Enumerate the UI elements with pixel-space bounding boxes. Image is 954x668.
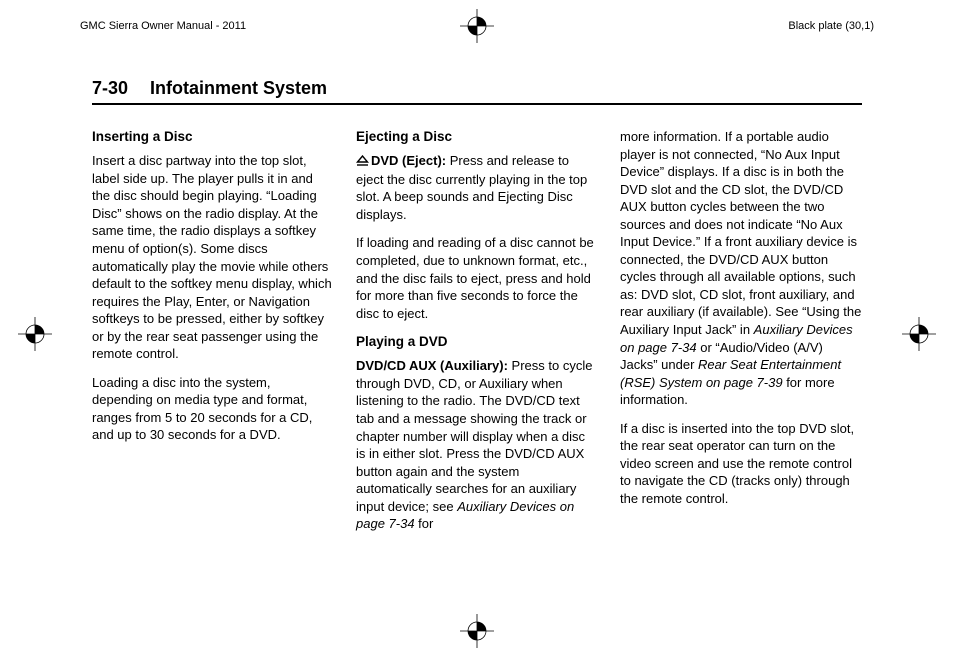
text-more-info-a: more information. If a portable audio pl… xyxy=(620,129,861,337)
page-number: 7-30 xyxy=(92,78,128,98)
para-loading-time: Loading a disc into the system, dependin… xyxy=(92,374,334,444)
plate-info: Black plate (30,1) xyxy=(788,20,874,32)
registration-mark-right xyxy=(902,317,936,351)
eject-icon xyxy=(356,153,369,171)
column-1: Inserting a Disc Insert a disc partway i… xyxy=(92,128,334,533)
runin-dvd-cd-aux: DVD/CD AUX (Auxiliary): xyxy=(356,358,508,373)
para-insert-disc: Insert a disc partway into the top slot,… xyxy=(92,152,334,363)
section-header: 7-30 Infotainment System xyxy=(92,78,862,105)
heading-playing-dvd: Playing a DVD xyxy=(356,333,598,351)
para-force-eject: If loading and reading of a disc cannot … xyxy=(356,234,598,322)
para-more-info: more information. If a portable audio pl… xyxy=(620,128,862,409)
para-top-dvd-slot: If a disc is inserted into the top DVD s… xyxy=(620,420,862,508)
manual-title: GMC Sierra Owner Manual - 2011 xyxy=(80,20,246,32)
column-2: Ejecting a Disc DVD (Eject): Press and r… xyxy=(356,128,598,533)
section-title: Infotainment System xyxy=(150,78,327,98)
column-3: more information. If a portable audio pl… xyxy=(620,128,862,533)
registration-mark-bottom xyxy=(460,614,494,648)
registration-mark-left xyxy=(18,317,52,351)
runin-dvd-eject: DVD (Eject): xyxy=(371,153,446,168)
heading-inserting-disc: Inserting a Disc xyxy=(92,128,334,146)
text-dvd-cd-aux-after: for xyxy=(415,516,434,531)
heading-ejecting-disc: Ejecting a Disc xyxy=(356,128,598,146)
page-header: GMC Sierra Owner Manual - 2011 Black pla… xyxy=(0,20,954,32)
content-area: Inserting a Disc Insert a disc partway i… xyxy=(92,128,862,533)
para-dvd-cd-aux: DVD/CD AUX (Auxiliary): Press to cycle t… xyxy=(356,357,598,532)
text-dvd-cd-aux: Press to cycle through DVD, CD, or Auxil… xyxy=(356,358,592,513)
para-dvd-eject: DVD (Eject): Press and release to eject … xyxy=(356,152,598,223)
